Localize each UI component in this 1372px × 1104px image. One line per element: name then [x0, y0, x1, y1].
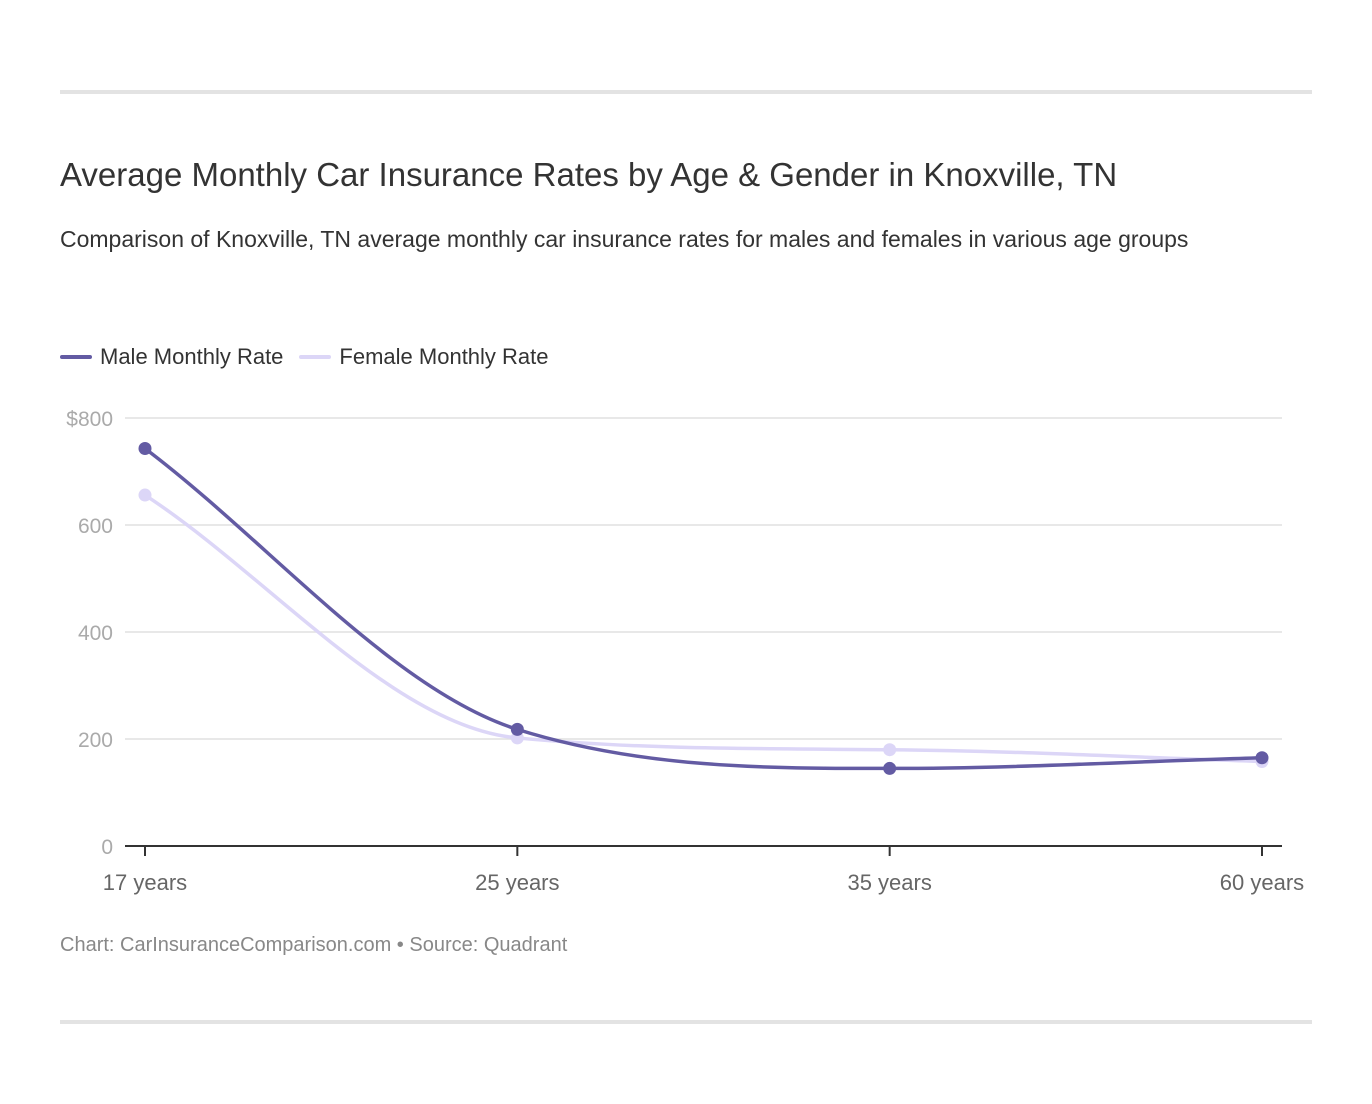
footer-separator: • [391, 934, 410, 956]
chart-title: Average Monthly Car Insurance Rates by A… [60, 156, 1118, 193]
data-point-male [510, 722, 524, 736]
x-tick-label: 25 years [475, 870, 559, 895]
data-point-male [138, 441, 152, 455]
top-divider [60, 90, 1312, 94]
x-tick-label: 35 years [847, 870, 931, 895]
legend-swatch-female [299, 355, 332, 359]
series-line-female [143, 493, 1264, 764]
chart-footer: Chart: CarInsuranceComparison.com • Sour… [60, 934, 567, 957]
y-tick-label: 400 [78, 622, 113, 645]
chart-subtitle: Comparison of Knoxville, TN average mont… [60, 226, 1189, 252]
x-tick-label: 17 years [103, 870, 187, 895]
legend-label-female: Female Monthly Rate [339, 344, 549, 369]
y-tick-label: 0 [101, 836, 113, 859]
legend-item-male[interactable]: Male Monthly Rate [60, 344, 283, 370]
data-point-female [138, 488, 152, 502]
bottom-divider [60, 1020, 1312, 1024]
chart-credit: Chart: CarInsuranceComparison.com [60, 934, 392, 956]
y-tick-label: 200 [78, 729, 113, 752]
data-point-male [883, 761, 897, 775]
data-point-male [1255, 751, 1269, 765]
chart-source: Source: Quadrant [409, 934, 568, 956]
series-line-male [143, 446, 1264, 771]
legend-swatch-male [60, 355, 92, 359]
data-point-female [883, 743, 897, 757]
y-tick-label: 600 [78, 515, 113, 538]
y-tick-label: $800 [66, 408, 113, 431]
legend-item-female[interactable]: Female Monthly Rate [299, 344, 549, 370]
x-tick-label: 60 years [1220, 870, 1304, 895]
chart-legend: Male Monthly Rate Female Monthly Rate [60, 344, 565, 370]
legend-label-male: Male Monthly Rate [100, 344, 284, 369]
